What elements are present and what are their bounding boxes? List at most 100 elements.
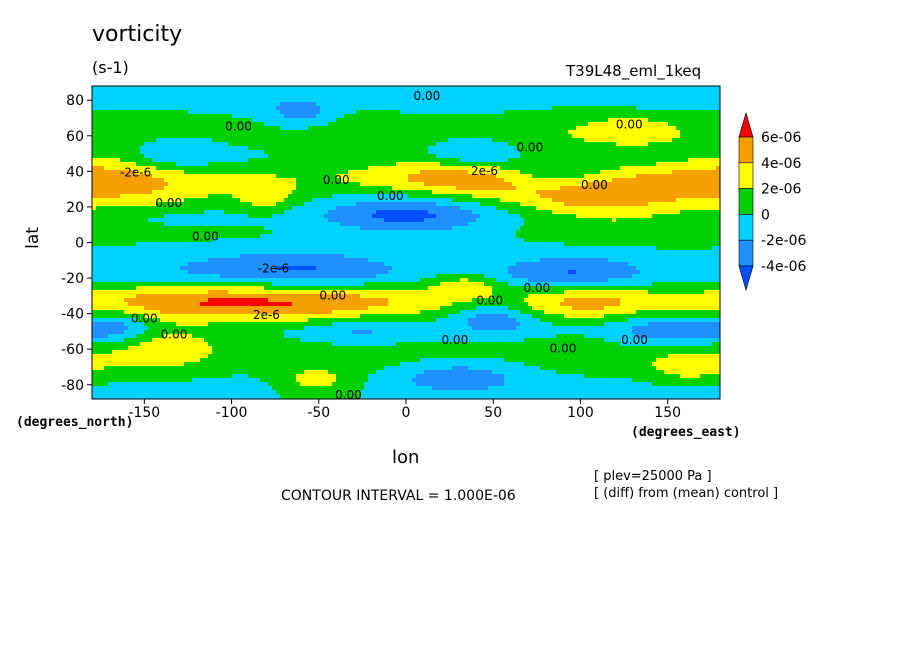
field-cell (132, 178, 137, 183)
field-cell (688, 86, 693, 91)
field-cell (460, 94, 465, 99)
field-cell (240, 110, 245, 115)
field-cell (348, 170, 353, 175)
field-cell (500, 150, 505, 155)
field-cell (352, 118, 357, 123)
field-cell (140, 154, 145, 159)
field-cell (104, 150, 109, 155)
field-cell (128, 206, 133, 211)
field-cell (164, 142, 169, 147)
field-cell (276, 118, 281, 123)
field-cell (152, 166, 157, 171)
field-cell (488, 106, 493, 111)
field-cell (308, 102, 313, 107)
field-cell (396, 158, 401, 163)
field-cell (148, 146, 153, 151)
field-cell (440, 130, 445, 135)
field-cell (444, 106, 449, 111)
field-cell (564, 118, 569, 123)
field-cell (96, 118, 101, 123)
field-cell (528, 106, 533, 111)
field-cell (364, 166, 369, 171)
field-cell (444, 202, 449, 207)
field-cell (540, 162, 545, 167)
field-cell (248, 114, 253, 119)
field-cell (624, 202, 629, 207)
field-cell (624, 186, 629, 191)
field-cell (556, 182, 561, 187)
field-cell (172, 102, 177, 107)
field-cell (660, 150, 665, 155)
field-cell (472, 98, 477, 103)
field-cell (400, 146, 405, 151)
field-cell (356, 110, 361, 115)
field-cell (664, 134, 669, 139)
field-cell (348, 174, 353, 179)
field-cell (680, 126, 685, 131)
field-cell (96, 154, 101, 159)
field-cell (456, 90, 461, 95)
field-cell (544, 194, 549, 199)
field-cell (536, 210, 541, 215)
field-cell (584, 174, 589, 179)
field-cell (468, 106, 473, 111)
field-cell (556, 94, 561, 99)
field-cell (432, 186, 437, 191)
field-cell (204, 170, 209, 175)
field-cell (632, 170, 637, 175)
field-cell (200, 122, 205, 127)
field-cell (180, 178, 185, 183)
field-cell (464, 206, 469, 211)
field-cell (388, 142, 393, 147)
field-cell (220, 114, 225, 119)
field-cell (332, 182, 337, 187)
field-cell (372, 158, 377, 163)
field-cell (608, 94, 613, 99)
field-cell (496, 170, 501, 175)
field-cell (380, 122, 385, 127)
field-cell (380, 182, 385, 187)
field-cell (636, 130, 641, 135)
field-cell (652, 166, 657, 171)
field-cell (92, 206, 97, 211)
field-cell (596, 154, 601, 159)
field-cell (516, 122, 521, 127)
field-cell (624, 110, 629, 115)
field-cell (96, 186, 101, 191)
field-cell (188, 162, 193, 167)
field-cell (308, 118, 313, 123)
field-cell (524, 162, 529, 167)
field-cell (420, 86, 425, 91)
field-cell (320, 150, 325, 155)
field-cell (168, 190, 173, 195)
field-cell (252, 210, 257, 215)
field-cell (144, 182, 149, 187)
field-cell (368, 130, 373, 135)
field-cell (408, 174, 413, 179)
field-cell (116, 194, 121, 199)
field-cell (704, 166, 709, 171)
field-cell (516, 102, 521, 107)
field-cell (704, 174, 709, 179)
field-cell (228, 190, 233, 195)
field-cell (268, 118, 273, 123)
field-cell (424, 150, 429, 155)
field-cell (408, 142, 413, 147)
field-cell (644, 90, 649, 95)
field-cell (708, 130, 713, 135)
field-cell (488, 170, 493, 175)
field-cell (440, 194, 445, 199)
field-cell (664, 126, 669, 131)
field-cell (192, 210, 197, 215)
field-cell (308, 86, 313, 91)
field-cell (404, 202, 409, 207)
field-cell (340, 94, 345, 99)
field-cell (572, 110, 577, 115)
field-cell (332, 178, 337, 183)
field-cell (596, 138, 601, 143)
field-cell (308, 182, 313, 187)
field-cell (476, 198, 481, 203)
field-cell (540, 210, 545, 215)
field-cell (648, 178, 653, 183)
field-cell (628, 94, 633, 99)
